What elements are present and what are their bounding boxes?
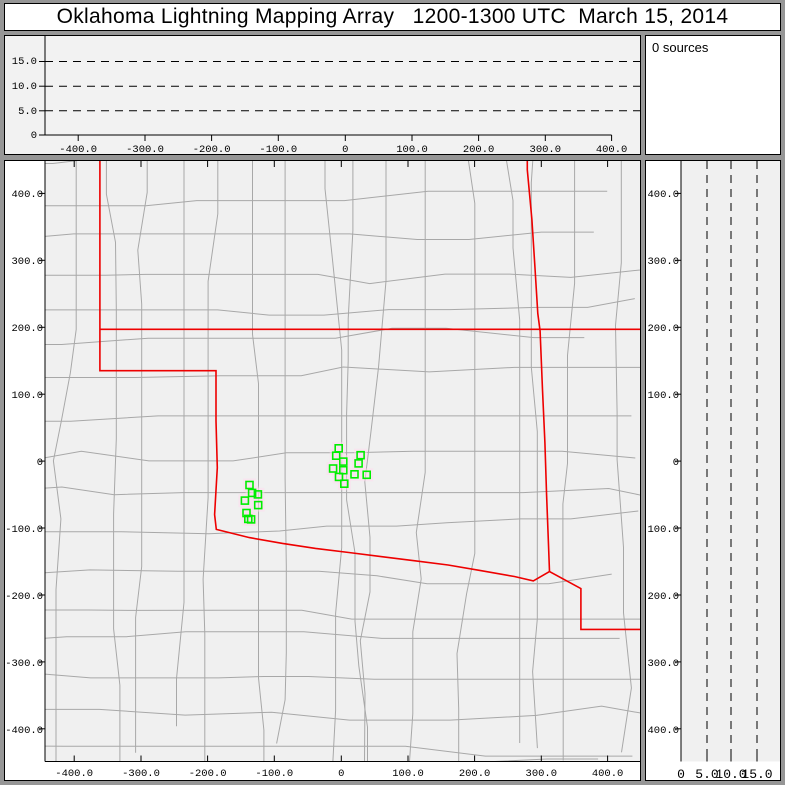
svg-text:-300.0: -300.0 [122, 768, 160, 780]
svg-text:-200.0: -200.0 [193, 144, 231, 155]
svg-text:-100.0: -100.0 [646, 524, 679, 536]
svg-text:-200.0: -200.0 [189, 768, 227, 780]
svg-text:0: 0 [37, 457, 43, 469]
svg-text:-200.0: -200.0 [646, 591, 679, 603]
svg-text:-200.0: -200.0 [5, 591, 43, 603]
svg-text:-300.0: -300.0 [126, 144, 164, 155]
svg-text:200.0: 200.0 [11, 323, 43, 335]
svg-text:100.0: 100.0 [647, 390, 679, 402]
svg-text:-400.0: -400.0 [5, 725, 43, 737]
svg-text:0: 0 [31, 130, 37, 142]
svg-text:400.0: 400.0 [596, 144, 628, 155]
svg-text:400.0: 400.0 [11, 189, 43, 201]
svg-text:-100.0: -100.0 [255, 768, 293, 780]
svg-text:0: 0 [673, 457, 679, 469]
svg-text:0: 0 [338, 768, 344, 780]
svg-text:300.0: 300.0 [526, 768, 558, 780]
svg-text:400.0: 400.0 [647, 189, 679, 201]
svg-text:100.0: 100.0 [11, 390, 43, 402]
svg-text:-100.0: -100.0 [5, 524, 43, 536]
svg-text:-400.0: -400.0 [59, 144, 97, 155]
svg-text:-300.0: -300.0 [5, 658, 43, 670]
svg-text:15.0: 15.0 [12, 56, 37, 68]
svg-text:-100.0: -100.0 [259, 144, 297, 155]
svg-text:200.0: 200.0 [459, 768, 491, 780]
svg-text:200.0: 200.0 [647, 323, 679, 335]
svg-text:300.0: 300.0 [11, 256, 43, 268]
svg-text:-400.0: -400.0 [646, 725, 679, 737]
svg-text:10.0: 10.0 [12, 81, 37, 93]
svg-text:200.0: 200.0 [463, 144, 495, 155]
svg-text:0: 0 [677, 767, 685, 781]
svg-text:300.0: 300.0 [530, 144, 562, 155]
svg-text:5.0: 5.0 [18, 106, 37, 118]
svg-text:-400.0: -400.0 [55, 768, 93, 780]
svg-text:-300.0: -300.0 [646, 658, 679, 670]
svg-text:300.0: 300.0 [647, 256, 679, 268]
svg-text:100.0: 100.0 [392, 768, 424, 780]
svg-text:15.0: 15.0 [741, 767, 772, 781]
svg-text:400.0: 400.0 [592, 768, 624, 780]
svg-text:100.0: 100.0 [396, 144, 428, 155]
svg-text:0: 0 [342, 144, 348, 155]
